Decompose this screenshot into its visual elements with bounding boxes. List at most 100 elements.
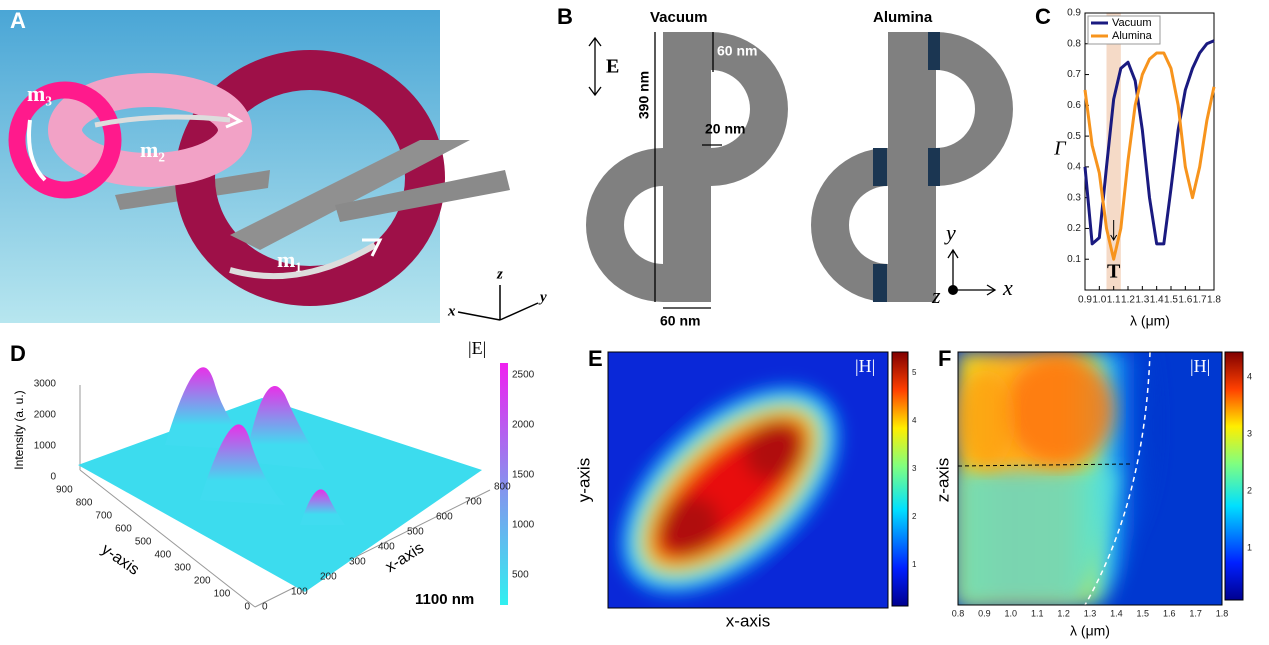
z-tick-label: 0 — [50, 472, 56, 483]
y-tick-label: 0.7 — [1067, 69, 1081, 80]
y-tick-label: 0.8 — [1067, 38, 1081, 49]
colorbar-tick-label: 4 — [1247, 371, 1252, 381]
field-region — [955, 370, 1015, 470]
colorbar-tick-label: 3 — [1247, 428, 1252, 438]
y-tick-label: 700 — [95, 511, 112, 522]
x-tick-label: 1.0 — [1005, 608, 1018, 618]
mode-label: m₁ — [277, 247, 302, 272]
panel-label: D — [10, 341, 26, 366]
axis-triad — [458, 285, 538, 320]
alumina-layer — [873, 148, 887, 186]
colorbar-title: |H| — [855, 356, 875, 376]
y-tick-label: 0.2 — [1067, 223, 1081, 234]
dimension-label: 20 nm — [705, 121, 745, 137]
y-tick-label: 100 — [214, 589, 231, 600]
colorbar-tick-label: 1000 — [512, 520, 535, 531]
annotation: T — [1107, 261, 1121, 283]
alumina-layer — [928, 32, 940, 70]
z-tick-label: 1000 — [34, 441, 57, 452]
colorbar-tick-label: 1 — [1247, 542, 1252, 552]
alumina-layer — [873, 264, 887, 302]
x-tick-label: 1.8 — [1216, 608, 1229, 618]
colorbar-title: |H| — [1190, 356, 1210, 376]
axis-label: y — [538, 289, 547, 305]
axis-label: x — [1002, 275, 1013, 300]
x-tick-label: 1.4 — [1150, 295, 1164, 306]
figure: A m₃ m₂ m₁ z x y B Vacuum Alumina E 60 n… — [0, 0, 1269, 645]
mode-label: m₃ — [27, 81, 52, 106]
y-tick-label: 900 — [56, 485, 73, 496]
y-tick-label: 600 — [115, 524, 132, 535]
mode-label: m₂ — [140, 137, 165, 162]
y-tick-label: 0.5 — [1067, 131, 1081, 142]
z-tick-label: 2000 — [34, 410, 57, 421]
x-tick-label: 0.9 — [1078, 295, 1092, 306]
x-tick-label: 0.9 — [978, 608, 991, 618]
colorbar — [892, 352, 908, 606]
x-axis-label: λ (μm) — [1130, 313, 1170, 329]
x-tick-label: 1.5 — [1137, 608, 1150, 618]
x-tick-label: 1.0 — [1092, 295, 1106, 306]
axis-label: z — [496, 266, 503, 282]
x-axis-label: λ (μm) — [1070, 623, 1110, 639]
dimension-label: 60 nm — [717, 43, 757, 59]
x-axis-label: x-axis — [726, 611, 770, 630]
y-tick-label: 800 — [76, 498, 93, 509]
x-tick-label: 1.1 — [1031, 608, 1044, 618]
y-tick-label: 500 — [135, 537, 152, 548]
plot-frame — [1085, 13, 1214, 290]
colorbar-title: |E| — [468, 338, 486, 358]
x-tick-label: 1.6 — [1178, 295, 1192, 306]
column-title: Vacuum — [650, 9, 708, 26]
x-tick-label: 300 — [349, 557, 366, 568]
x-tick-label: 1.3 — [1135, 295, 1149, 306]
colorbar-tick-label: 2 — [912, 512, 917, 521]
axis-label: y — [944, 220, 956, 245]
panel-f: F |H| z-axis λ (μm) 12340.80.91.01.11.21… — [933, 346, 1252, 639]
colorbar-tick-label: 500 — [512, 570, 529, 581]
x-tick-label: 1.7 — [1189, 608, 1202, 618]
x-tick-label: 1.8 — [1207, 295, 1221, 306]
colorbar-tick-label: 3 — [912, 464, 917, 473]
y-tick-label: 0.6 — [1067, 100, 1081, 111]
y-tick-label: 400 — [155, 550, 172, 561]
y-axis-label: y-axis — [574, 458, 593, 502]
alumina-layer — [928, 148, 940, 186]
colorbar — [1225, 352, 1243, 600]
colorbar-tick-label: 2 — [1247, 485, 1252, 495]
colorbar-tick-label: 4 — [912, 416, 917, 425]
x-tick-label: 700 — [465, 497, 482, 508]
colorbar-tick-label: 5 — [912, 368, 917, 377]
panel-c: C Γ λ (μm) T0.91.01.11.21.31.41.51.61.71… — [1035, 4, 1221, 329]
half-ring — [586, 148, 663, 302]
panel-label: C — [1035, 4, 1051, 29]
panel-label: A — [10, 8, 26, 33]
axis-label: z — [931, 283, 941, 308]
panel-a: A m₃ m₂ m₁ z x y — [0, 8, 547, 323]
bar — [663, 32, 711, 302]
x-tick-label: 1.2 — [1121, 295, 1135, 306]
x-tick-label: 1.1 — [1107, 295, 1121, 306]
panel-label: E — [588, 346, 603, 371]
x-tick-label: 100 — [291, 587, 308, 598]
x-tick-label: 600 — [436, 512, 453, 523]
x-tick-label: 500 — [407, 527, 424, 538]
y-tick-label: 0.1 — [1067, 254, 1081, 265]
axis-label: x — [447, 303, 456, 319]
dimension-label: 60 nm — [660, 313, 700, 329]
field-region — [1005, 355, 1115, 465]
y-tick-label: 0.3 — [1067, 192, 1081, 203]
z-tick-label: 3000 — [34, 379, 57, 390]
half-ring — [936, 32, 1013, 186]
x-tick-label: 1.2 — [1057, 608, 1070, 618]
legend-label: Alumina — [1112, 30, 1153, 42]
line — [1085, 53, 1214, 259]
colorbar-tick-label: 1500 — [512, 470, 535, 481]
x-tick-label: 400 — [378, 542, 395, 553]
x-tick-label: 1.3 — [1084, 608, 1097, 618]
legend-label: Vacuum — [1112, 17, 1152, 29]
panel-label: B — [557, 4, 573, 29]
dimension-label: 390 nm — [636, 71, 652, 119]
colorbar-tick-label: 2500 — [512, 370, 535, 381]
